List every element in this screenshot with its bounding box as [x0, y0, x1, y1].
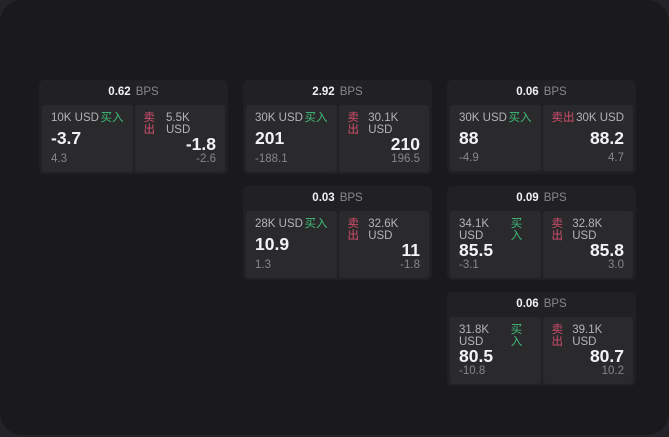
buy-price: 201	[255, 128, 285, 149]
buy-price: 85.5	[459, 240, 494, 260]
sell-side-label: 卖出	[347, 218, 360, 242]
buy-panel[interactable]: 28K USD 买入 10.9 1.3	[246, 211, 337, 278]
sell-amount: 39.1K USD	[572, 324, 603, 348]
bps-value: 0.06	[516, 297, 539, 310]
bps-unit-label: BPS	[135, 85, 159, 98]
sell-panel[interactable]: 卖出 30K USD 88.2 4.7	[542, 105, 633, 171]
buy-panel[interactable]: 10K USD 买入 -3.7 4.3	[42, 105, 133, 172]
buy-price: 10.9	[255, 234, 290, 255]
bps-header: 0.03 BPS	[243, 186, 432, 211]
buy-side-label: 买入	[510, 324, 523, 348]
quote-grid: 0.62 BPS 10K USD 买入 -3.7 4.3 卖出 5.5K USD	[39, 80, 636, 386]
buy-amount: 30K USD	[255, 112, 303, 124]
sell-change: 10.2	[601, 364, 624, 377]
buy-price: 88	[459, 127, 479, 148]
sell-panel[interactable]: 卖出 5.5K USD -1.8 -2.6	[134, 105, 225, 172]
bps-unit-label: BPS	[543, 191, 567, 204]
buy-panel[interactable]: 30K USD 买入 201 -188.1	[246, 105, 337, 172]
bps-unit-label: BPS	[543, 85, 567, 98]
quote-card-3: 0.06 BPS 30K USD 买入 88 -4.9 卖出 30K USD	[447, 80, 636, 174]
buy-change: -188.1	[255, 152, 288, 165]
sell-panel[interactable]: 卖出 32.8K USD 85.8 3.0	[542, 211, 633, 278]
buy-price: 80.5	[459, 346, 494, 366]
quote-card-2: 2.92 BPS 30K USD 买入 201 -188.1 卖出 30.1K …	[243, 80, 432, 174]
buy-amount: 10K USD	[51, 112, 99, 124]
buy-price: -3.7	[51, 128, 82, 149]
buy-panel[interactable]: 30K USD 买入 88 -4.9	[450, 105, 541, 171]
sell-side-label: 卖出	[347, 112, 360, 136]
buy-amount: 28K USD	[255, 218, 303, 230]
bps-header: 0.06 BPS	[447, 80, 636, 105]
bps-header: 2.92 BPS	[243, 80, 432, 105]
sell-price: 88.2	[589, 127, 624, 148]
bps-unit-label: BPS	[339, 85, 363, 98]
quote-card-6: 0.06 BPS 31.8K USD 买入 80.5 -10.8 卖出 39.1…	[447, 292, 636, 386]
buy-panel[interactable]: 31.8K USD 买入 80.5 -10.8	[450, 317, 541, 384]
buy-side-label: 买入	[508, 112, 532, 124]
buy-amount: 31.8K USD	[459, 324, 490, 348]
buy-panel[interactable]: 34.1K USD 买入 85.5 -3.1	[450, 211, 541, 278]
sell-price: 210	[390, 134, 420, 154]
sell-side-label: 卖出	[143, 112, 156, 136]
sell-change: 3.0	[608, 258, 624, 271]
buy-amount: 30K USD	[459, 112, 507, 124]
sell-side-label: 卖出	[551, 112, 575, 124]
sell-panel[interactable]: 卖出 39.1K USD 80.7 10.2	[542, 317, 633, 384]
sell-amount: 30.1K USD	[368, 112, 399, 136]
sell-side-label: 卖出	[551, 324, 564, 348]
bps-value: 2.92	[312, 85, 335, 98]
bps-value: 0.62	[108, 85, 131, 98]
buy-side-label: 买入	[304, 112, 328, 124]
buy-change: -10.8	[459, 364, 486, 377]
buy-side-label: 买入	[304, 218, 328, 230]
sell-change: -2.6	[196, 152, 216, 165]
bps-value: 0.06	[516, 85, 539, 98]
buy-side-label: 买入	[100, 112, 124, 124]
sell-amount: 30K USD	[576, 112, 624, 124]
bps-header: 0.09 BPS	[447, 186, 636, 211]
buy-change: 4.3	[51, 152, 67, 165]
sell-price: -1.8	[185, 134, 216, 154]
sell-price: 85.8	[589, 240, 624, 260]
sell-price: 80.7	[589, 346, 624, 366]
buy-change: -4.9	[459, 151, 479, 164]
quote-card-1: 0.62 BPS 10K USD 买入 -3.7 4.3 卖出 5.5K USD	[39, 80, 228, 174]
buy-side-label: 买入	[510, 218, 523, 242]
buy-change: -3.1	[459, 258, 479, 271]
sell-change: -1.8	[400, 258, 420, 271]
buy-change: 1.3	[255, 258, 271, 271]
quote-card-5: 0.09 BPS 34.1K USD 买入 85.5 -3.1 卖出 32.8K…	[447, 186, 636, 280]
buy-amount: 34.1K USD	[459, 218, 490, 242]
sell-amount: 5.5K USD	[165, 112, 191, 136]
bps-header: 0.62 BPS	[39, 80, 228, 105]
bps-value: 0.09	[516, 191, 539, 204]
sell-change: 4.7	[608, 151, 624, 164]
bps-header: 0.06 BPS	[447, 292, 636, 317]
bps-unit-label: BPS	[543, 297, 567, 310]
sell-amount: 32.6K USD	[368, 218, 399, 242]
bps-value: 0.03	[312, 191, 335, 204]
sell-price: 11	[401, 240, 421, 260]
sell-amount: 32.8K USD	[572, 218, 603, 242]
quote-card-4: 0.03 BPS 28K USD 买入 10.9 1.3 卖出 32.6K US…	[243, 186, 432, 280]
sell-panel[interactable]: 卖出 32.6K USD 11 -1.8	[338, 211, 429, 278]
sell-change: 196.5	[391, 152, 420, 165]
bps-unit-label: BPS	[339, 191, 363, 204]
sell-side-label: 卖出	[551, 218, 564, 242]
sell-panel[interactable]: 卖出 30.1K USD 210 196.5	[338, 105, 429, 172]
